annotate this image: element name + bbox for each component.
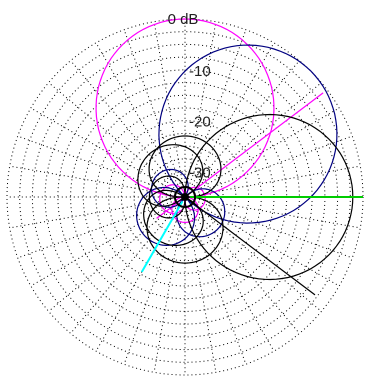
ring-tick-labels: 0 dB -10 -20 -30 <box>168 11 211 182</box>
ring-tick-label-0: 0 dB <box>168 11 199 28</box>
grid-spoke-30 <box>193 107 340 193</box>
ring-tick-label-2: -20 <box>189 114 211 131</box>
series-2-direction-line-0 <box>184 196 316 296</box>
ring-tick-label-3: -30 <box>189 165 211 182</box>
grid-spoke-220 <box>48 203 178 312</box>
series-1-lobe-1 <box>150 168 189 208</box>
center-hub <box>174 186 196 208</box>
series-0-lobe-0 <box>95 18 275 198</box>
series-0-direction-line-0 <box>184 92 324 198</box>
grid-spoke-310 <box>191 204 300 334</box>
center-dot <box>181 193 189 201</box>
series-1-lobe-2 <box>135 186 196 247</box>
series-2-lobe-2 <box>137 144 204 207</box>
grid-spoke-200 <box>17 200 176 259</box>
grid-spoke-20 <box>194 135 353 194</box>
grid-spoke-330 <box>193 201 340 287</box>
grid-spoke-120 <box>95 42 181 189</box>
ring-tick-label-1: -10 <box>189 63 211 80</box>
grid-spoke-110 <box>123 29 182 188</box>
series-2-lobe-1 <box>148 135 222 198</box>
grid-spoke-210 <box>30 201 177 287</box>
center-ring <box>174 186 196 208</box>
series-2-lobe-5 <box>146 196 224 264</box>
direction-rays <box>140 196 363 273</box>
pattern-traces <box>95 18 354 296</box>
series-1-lobe-0 <box>158 44 338 224</box>
grid-spoke-230 <box>70 204 179 334</box>
reference-ray-1 <box>140 200 184 273</box>
